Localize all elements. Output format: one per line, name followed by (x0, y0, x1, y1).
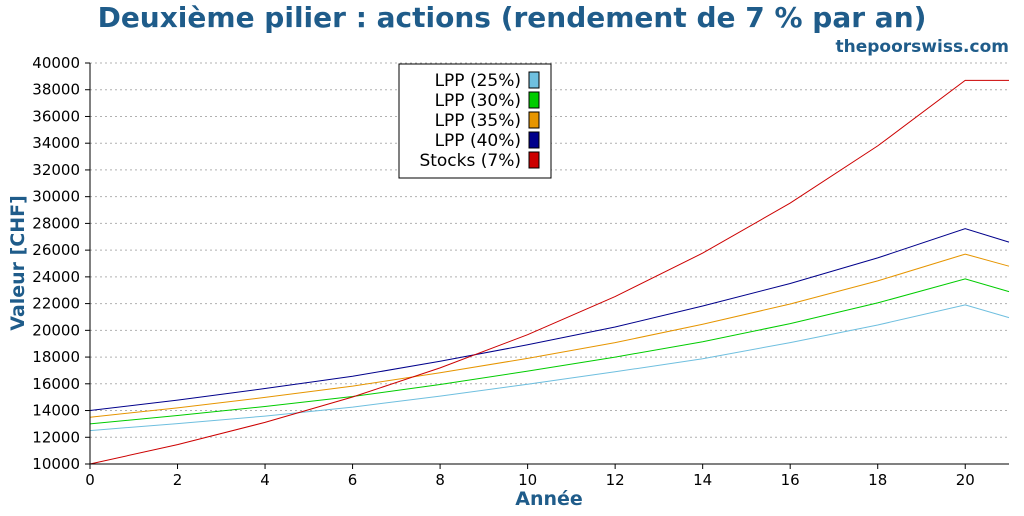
y-tick-label: 30000 (32, 188, 80, 206)
y-tick-label: 36000 (32, 107, 80, 125)
legend-label: LPP (25%) (435, 71, 521, 91)
x-tick-label: 8 (435, 471, 445, 489)
y-tick-label: 38000 (32, 81, 80, 99)
series-layer (89, 79, 1010, 465)
legend: LPP (25%)LPP (30%)LPP (35%)LPP (40%)Stoc… (398, 63, 552, 179)
y-tick-label: 20000 (32, 321, 80, 339)
x-tick-label: 14 (693, 471, 712, 489)
x-tick-label: 4 (260, 471, 270, 489)
x-tick-label: 20 (956, 471, 975, 489)
x-tick-label: 16 (781, 471, 800, 489)
y-tick-label: 24000 (32, 268, 80, 286)
y-tick-label: 28000 (32, 214, 80, 232)
legend-box (398, 63, 552, 179)
y-tick-label: 12000 (32, 428, 80, 446)
series-line-lpp-35 (89, 253, 1010, 418)
legend-label: LPP (35%) (435, 111, 521, 131)
y-tick-label: 22000 (32, 295, 80, 313)
axis-layer: 1000012000140001600018000200002200024000… (32, 54, 1009, 489)
x-tick-label: 18 (868, 471, 887, 489)
x-tick-label: 6 (348, 471, 358, 489)
legend-swatch (528, 91, 540, 109)
legend-label: LPP (40%) (435, 131, 521, 151)
legend-swatch (528, 151, 540, 169)
y-axis-label: Valeur [CHF] (7, 195, 29, 331)
x-axis-label: Année (515, 488, 583, 510)
y-tick-label: 14000 (32, 402, 80, 420)
grid-layer (90, 62, 1009, 465)
legend-swatch (528, 111, 540, 129)
y-tick-label: 18000 (32, 348, 80, 366)
x-tick-label: 12 (606, 471, 625, 489)
chart-title: Deuxième pilier : actions (rendement de … (98, 1, 927, 34)
y-tick-label: 10000 (32, 455, 80, 473)
series-line-lpp-40 (89, 228, 1010, 411)
legend-swatch (528, 131, 540, 149)
y-tick-label: 32000 (32, 161, 80, 179)
x-tick-label: 0 (85, 471, 95, 489)
legend-label: LPP (30%) (435, 91, 521, 111)
y-tick-label: 26000 (32, 241, 80, 259)
y-tick-label: 40000 (32, 54, 80, 72)
y-tick-label: 16000 (32, 375, 80, 393)
series-line-stocks-7 (89, 79, 1009, 465)
series-line-lpp-25 (89, 304, 1010, 432)
series-line-lpp-30 (89, 278, 1010, 425)
x-tick-label: 2 (173, 471, 183, 489)
chart-subtitle: thepoorswiss.com (836, 37, 1010, 57)
legend-swatch (528, 71, 540, 89)
legend-label: Stocks (7%) (419, 151, 521, 171)
y-tick-label: 34000 (32, 134, 80, 152)
x-tick-label: 10 (518, 471, 537, 489)
